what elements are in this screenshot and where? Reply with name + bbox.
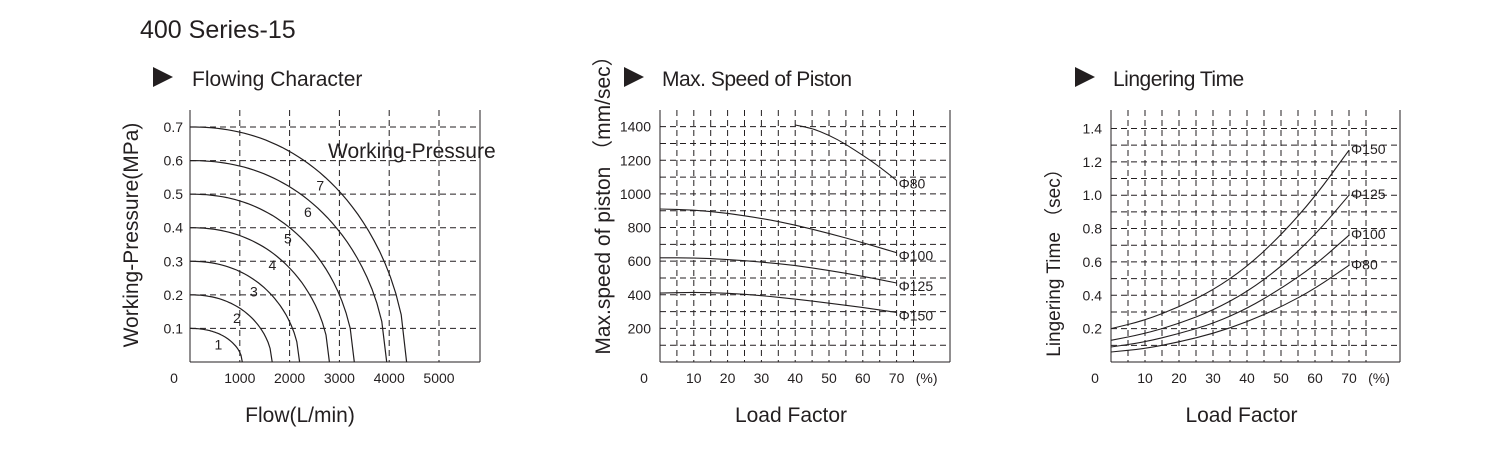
x-tick-label: 50: [821, 370, 837, 386]
y-axis-label: Lingering Time （sec）: [1043, 159, 1065, 356]
x-axis-label: Load Factor: [1185, 404, 1297, 427]
x-unit-label: (%): [916, 370, 938, 386]
series-label-7: 7: [316, 177, 324, 193]
series-line-5: [190, 193, 355, 363]
lingering-chart-title: Lingering Time: [1113, 68, 1244, 91]
series-label: Φ80: [1351, 256, 1378, 272]
series-line-4: [190, 227, 330, 363]
x-tick-label: 20: [720, 370, 736, 386]
y-tick-label: 0.2: [1083, 321, 1103, 337]
x-tick-label: 70: [1341, 370, 1357, 386]
x-tick-label: 60: [855, 370, 871, 386]
x-tick-label: 10: [686, 370, 702, 386]
series-line-6: [190, 160, 388, 363]
x-tick-label: 0: [640, 370, 648, 386]
x-tick-label: 60: [1307, 370, 1323, 386]
page-title: 400 Series-15: [140, 16, 296, 44]
x-tick-label: 0: [1091, 370, 1099, 386]
y-tick-label: 0.4: [1083, 287, 1103, 303]
y-tick-label: 0.3: [164, 253, 184, 269]
flow-chart-title: Flowing Character: [192, 68, 363, 91]
x-unit-label: (%): [1368, 370, 1390, 386]
series-line-3: [190, 260, 301, 363]
y-tick-label: 1.2: [1083, 154, 1103, 170]
series-line-1: [190, 327, 243, 363]
series-line: [1110, 264, 1350, 353]
triangle-bullet-icon: [153, 67, 173, 87]
y-tick-label: 0.4: [164, 220, 184, 236]
series-line: [1110, 234, 1350, 348]
series-line-2: [190, 294, 273, 363]
x-tick-label: 5000: [423, 370, 454, 386]
y-tick-label: 0.8: [1083, 221, 1103, 237]
series-label-1: 1: [215, 336, 223, 352]
series-line-7: [190, 126, 408, 363]
x-tick-label: 30: [754, 370, 770, 386]
y-axis-label: Max.speed of piston （mm/sec）: [592, 45, 615, 354]
triangle-bullet-icon: [1075, 67, 1095, 87]
triangle-bullet-icon: [624, 67, 644, 87]
y-tick-label: 0.6: [1083, 254, 1103, 270]
y-tick-label: 600: [628, 253, 652, 269]
series-label: Φ80: [899, 175, 926, 191]
series-label-5: 5: [284, 230, 292, 246]
x-axis-label: Load Factor: [735, 404, 847, 427]
series-label: Φ100: [1351, 226, 1386, 242]
y-tick-label: 1000: [620, 186, 651, 202]
series-line: [795, 124, 897, 181]
series-label: Φ150: [1351, 141, 1386, 157]
x-tick-label: 40: [787, 370, 803, 386]
y-tick-label: 800: [628, 220, 652, 236]
y-tick-label: 1.4: [1083, 120, 1103, 136]
series-label-3: 3: [250, 283, 258, 299]
y-tick-label: 0.6: [164, 153, 184, 169]
series-label-2: 2: [233, 310, 241, 326]
series-label: Φ125: [1351, 186, 1386, 202]
series-line: [659, 291, 897, 313]
series-label: Φ100: [899, 248, 934, 264]
series-label-4: 4: [269, 257, 277, 273]
speed-chart-title: Max. Speed of Piston: [662, 68, 852, 91]
y-tick-label: 0.5: [164, 186, 184, 202]
y-tick-label: 0.7: [164, 119, 184, 135]
y-tick-label: 200: [628, 320, 652, 336]
y-tick-label: 1.0: [1083, 187, 1103, 203]
series-line: [659, 257, 897, 284]
y-tick-label: 400: [628, 287, 652, 303]
x-tick-label: 70: [889, 370, 905, 386]
y-tick-label: 1200: [620, 152, 651, 168]
series-label: Φ150: [899, 307, 934, 323]
x-tick-label: 3000: [324, 370, 355, 386]
x-tick-label: 2000: [274, 370, 305, 386]
series-line: [1110, 149, 1350, 330]
x-tick-label: 30: [1205, 370, 1221, 386]
x-axis-label: Flow(L/min): [245, 404, 355, 427]
y-tick-label: 0.2: [164, 287, 184, 303]
series-line: [1110, 194, 1350, 341]
annotation-label: Working-Pressure: [328, 140, 496, 163]
series-label: Φ125: [899, 278, 934, 294]
y-tick-label: 1400: [620, 119, 651, 135]
y-axis-label: Working-Pressure(MPa): [120, 123, 143, 348]
x-tick-label: 0: [170, 370, 178, 386]
x-tick-label: 50: [1273, 370, 1289, 386]
x-tick-label: 10: [1137, 370, 1153, 386]
x-tick-label: 20: [1171, 370, 1187, 386]
x-tick-label: 40: [1239, 370, 1255, 386]
y-tick-label: 0.1: [164, 320, 184, 336]
x-tick-label: 4000: [374, 370, 405, 386]
x-tick-label: 1000: [224, 370, 255, 386]
series-label-6: 6: [304, 204, 312, 220]
series-line: [659, 208, 897, 254]
